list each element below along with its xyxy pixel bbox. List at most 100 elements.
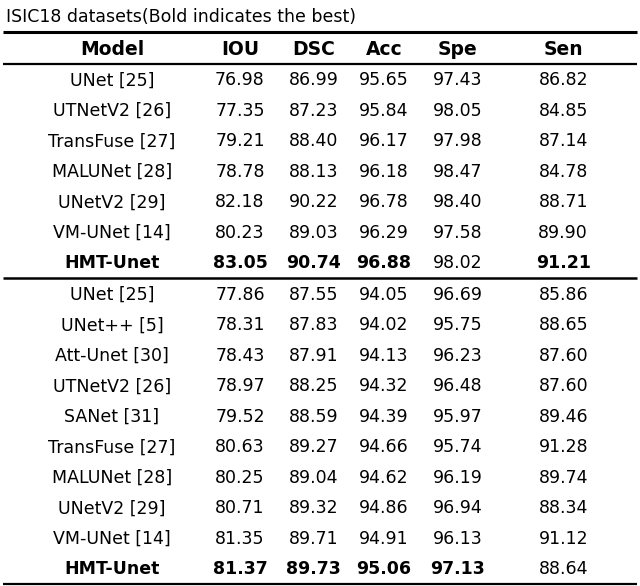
Text: 95.97: 95.97: [433, 408, 483, 426]
Text: UNetV2 [29]: UNetV2 [29]: [58, 499, 166, 517]
Text: 88.59: 88.59: [289, 408, 339, 426]
Text: 87.14: 87.14: [538, 132, 588, 150]
Text: 95.75: 95.75: [433, 316, 483, 334]
Text: 95.06: 95.06: [356, 560, 412, 578]
Text: 94.39: 94.39: [359, 408, 409, 426]
Text: 88.34: 88.34: [538, 499, 588, 517]
Text: 89.04: 89.04: [289, 469, 339, 487]
Text: 78.43: 78.43: [215, 347, 265, 364]
Text: 80.71: 80.71: [215, 499, 265, 517]
Text: IOU: IOU: [221, 39, 259, 59]
Text: 97.13: 97.13: [430, 560, 485, 578]
Text: UNet++ [5]: UNet++ [5]: [61, 316, 163, 334]
Text: 84.85: 84.85: [538, 102, 588, 120]
Text: 89.90: 89.90: [538, 224, 588, 242]
Text: 97.58: 97.58: [433, 224, 483, 242]
Text: 97.98: 97.98: [433, 132, 483, 150]
Text: 78.97: 78.97: [215, 377, 265, 395]
Text: 91.21: 91.21: [536, 254, 591, 272]
Text: 94.86: 94.86: [359, 499, 409, 517]
Text: 89.71: 89.71: [289, 530, 339, 548]
Text: 85.86: 85.86: [538, 286, 588, 304]
Text: 94.13: 94.13: [359, 347, 409, 364]
Text: 96.23: 96.23: [433, 347, 483, 364]
Text: 80.63: 80.63: [215, 438, 265, 456]
Text: 88.71: 88.71: [538, 193, 588, 211]
Text: 88.65: 88.65: [538, 316, 588, 334]
Text: 89.46: 89.46: [538, 408, 588, 426]
Text: 96.94: 96.94: [433, 499, 483, 517]
Text: 87.60: 87.60: [538, 377, 588, 395]
Text: 86.82: 86.82: [538, 71, 588, 89]
Text: 80.23: 80.23: [215, 224, 265, 242]
Text: MALUNet [28]: MALUNet [28]: [52, 163, 172, 180]
Text: 87.83: 87.83: [289, 316, 339, 334]
Text: 94.05: 94.05: [359, 286, 409, 304]
Text: 80.25: 80.25: [215, 469, 265, 487]
Text: ISIC18 datasets(Bold indicates the best): ISIC18 datasets(Bold indicates the best): [6, 8, 356, 26]
Text: Model: Model: [80, 39, 144, 59]
Text: 88.25: 88.25: [289, 377, 339, 395]
Text: 96.19: 96.19: [433, 469, 483, 487]
Text: 88.40: 88.40: [289, 132, 339, 150]
Text: TransFuse [27]: TransFuse [27]: [48, 438, 176, 456]
Text: 77.86: 77.86: [215, 286, 265, 304]
Text: MALUNet [28]: MALUNet [28]: [52, 469, 172, 487]
Text: 94.02: 94.02: [359, 316, 409, 334]
Text: UTNetV2 [26]: UTNetV2 [26]: [53, 377, 171, 395]
Text: 90.22: 90.22: [289, 193, 339, 211]
Text: 95.84: 95.84: [359, 102, 409, 120]
Text: 94.62: 94.62: [359, 469, 409, 487]
Text: 89.74: 89.74: [538, 469, 588, 487]
Text: UNet [25]: UNet [25]: [70, 71, 154, 89]
Text: HMT-Unet: HMT-Unet: [64, 254, 160, 272]
Text: DSC: DSC: [292, 39, 335, 59]
Text: 96.18: 96.18: [359, 163, 409, 180]
Text: 98.40: 98.40: [433, 193, 483, 211]
Text: Acc: Acc: [365, 39, 403, 59]
Text: 86.99: 86.99: [289, 71, 339, 89]
Text: 81.37: 81.37: [212, 560, 268, 578]
Text: 96.13: 96.13: [433, 530, 483, 548]
Text: 84.78: 84.78: [538, 163, 588, 180]
Text: 98.02: 98.02: [433, 254, 483, 272]
Text: Sen: Sen: [543, 39, 583, 59]
Text: UNet [25]: UNet [25]: [70, 286, 154, 304]
Text: 83.05: 83.05: [212, 254, 268, 272]
Text: 79.52: 79.52: [215, 408, 265, 426]
Text: SANet [31]: SANet [31]: [65, 408, 159, 426]
Text: 87.91: 87.91: [289, 347, 339, 364]
Text: 96.69: 96.69: [433, 286, 483, 304]
Text: 96.29: 96.29: [359, 224, 409, 242]
Text: UNetV2 [29]: UNetV2 [29]: [58, 193, 166, 211]
Text: VM-UNet [14]: VM-UNet [14]: [53, 224, 171, 242]
Text: UTNetV2 [26]: UTNetV2 [26]: [53, 102, 171, 120]
Text: 78.31: 78.31: [215, 316, 265, 334]
Text: 88.13: 88.13: [289, 163, 339, 180]
Text: 81.35: 81.35: [215, 530, 265, 548]
Text: 76.98: 76.98: [215, 71, 265, 89]
Text: 89.03: 89.03: [289, 224, 339, 242]
Text: 96.48: 96.48: [433, 377, 483, 395]
Text: 89.73: 89.73: [286, 560, 341, 578]
Text: 89.27: 89.27: [289, 438, 339, 456]
Text: 96.17: 96.17: [359, 132, 409, 150]
Text: 91.28: 91.28: [538, 438, 588, 456]
Text: Spe: Spe: [438, 39, 477, 59]
Text: 91.12: 91.12: [538, 530, 588, 548]
Text: 96.78: 96.78: [359, 193, 409, 211]
Text: 87.60: 87.60: [538, 347, 588, 364]
Text: 78.78: 78.78: [215, 163, 265, 180]
Text: 95.74: 95.74: [433, 438, 483, 456]
Text: 90.74: 90.74: [286, 254, 341, 272]
Text: 77.35: 77.35: [215, 102, 265, 120]
Text: HMT-Unet: HMT-Unet: [64, 560, 160, 578]
Text: 94.91: 94.91: [359, 530, 409, 548]
Text: 98.47: 98.47: [433, 163, 483, 180]
Text: 94.66: 94.66: [359, 438, 409, 456]
Text: 95.65: 95.65: [359, 71, 409, 89]
Text: 96.88: 96.88: [356, 254, 412, 272]
Text: Att-Unet [30]: Att-Unet [30]: [55, 347, 169, 364]
Text: TransFuse [27]: TransFuse [27]: [48, 132, 176, 150]
Text: 94.32: 94.32: [359, 377, 409, 395]
